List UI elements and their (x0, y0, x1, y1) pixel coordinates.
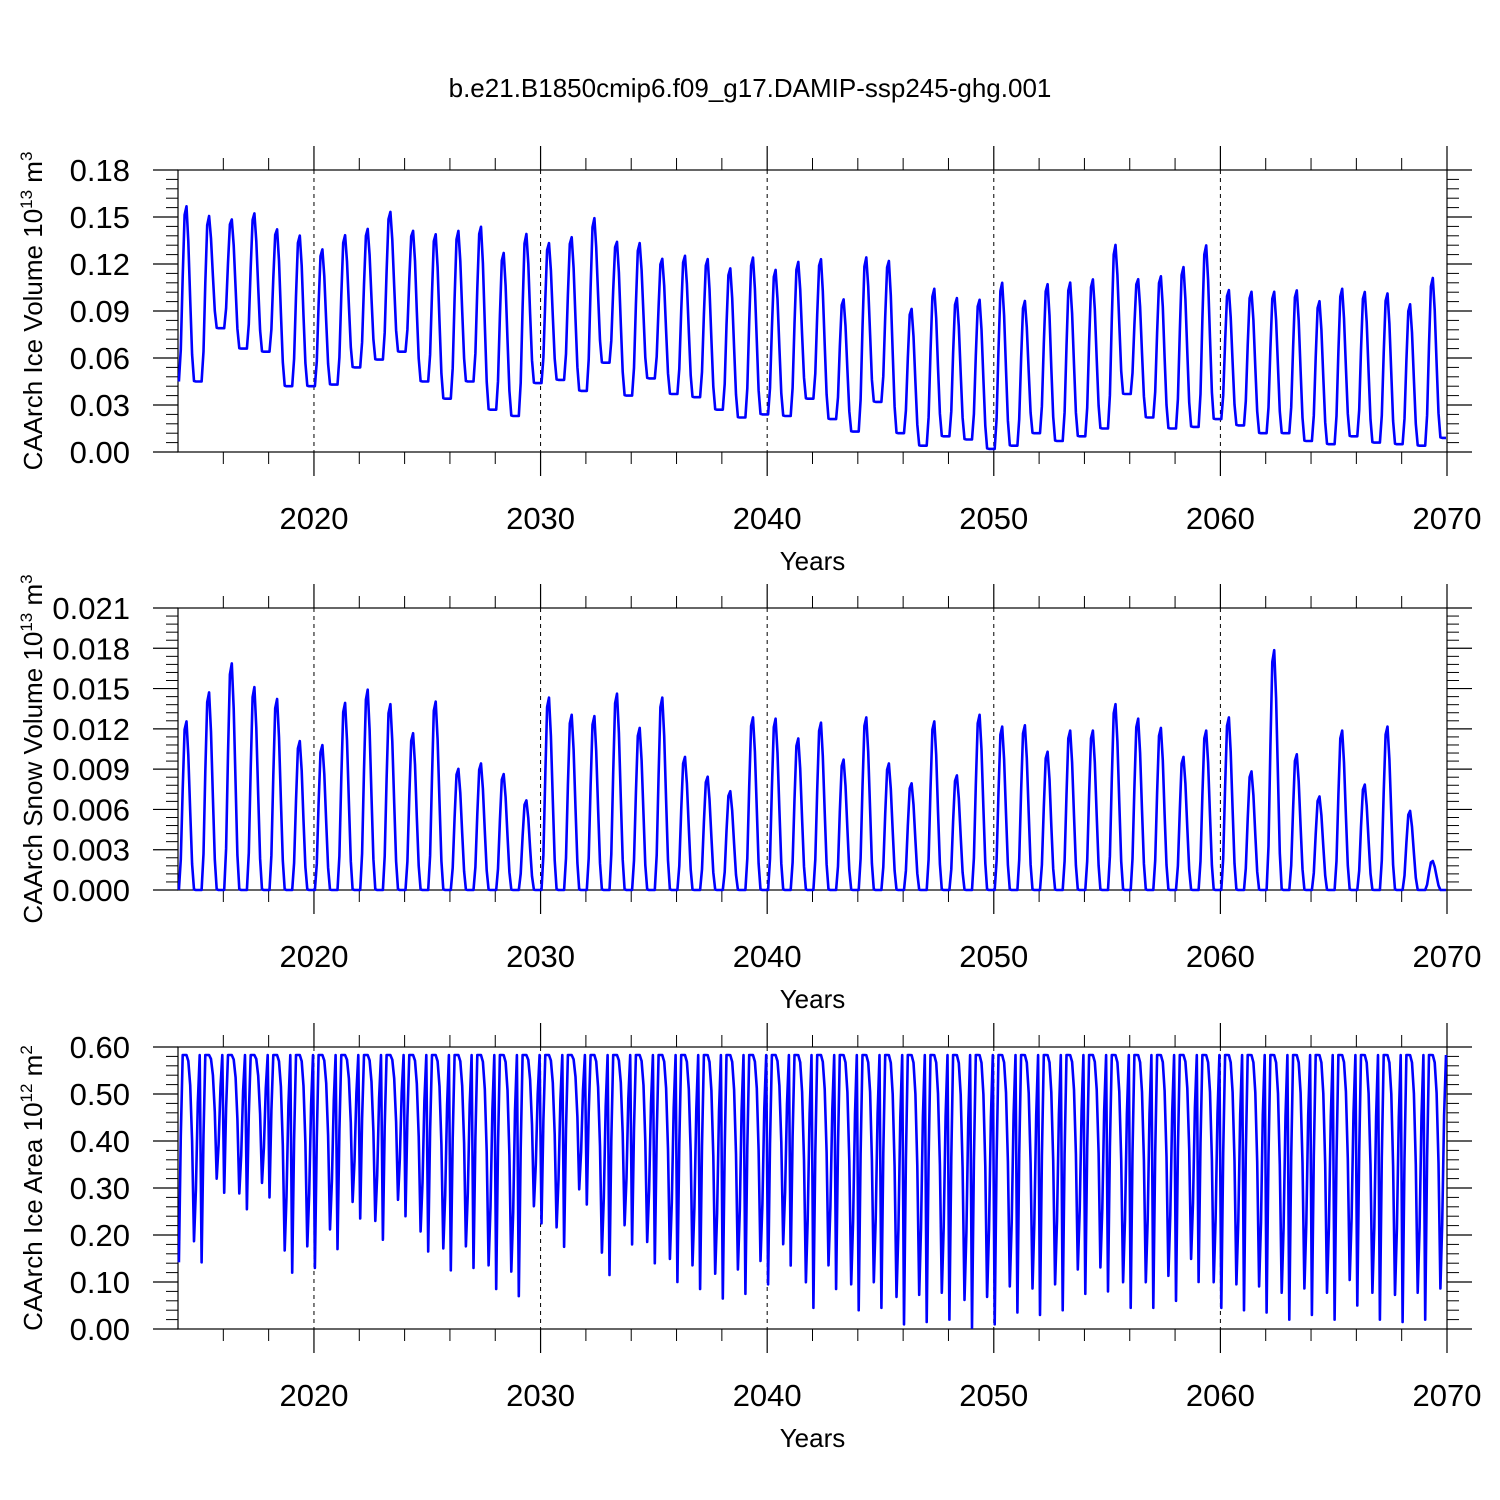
y-tick-label: 0.15 (70, 200, 130, 235)
y-tick-label: 0.60 (70, 1030, 130, 1065)
series-line (177, 205, 1446, 451)
y-tick-label: 0.18 (70, 153, 130, 188)
y-tick-label: 0.000 (52, 873, 130, 908)
x-tick-label: 2040 (733, 501, 802, 536)
x-tick-label: 2020 (279, 1378, 348, 1413)
y-tick-label: 0.021 (52, 591, 130, 626)
snow-volume-panel: 2020 2030 2040 2050 2060 2070 0.000 0.003 0.006 0… (17, 574, 1481, 1014)
y-tick-label: 0.06 (70, 341, 130, 376)
x-tick-label: 2050 (959, 939, 1028, 974)
y-tick-label: 0.12 (70, 247, 130, 282)
y-tick-label: 0.012 (52, 712, 130, 747)
y-tick-label: 0.00 (70, 1312, 130, 1347)
series-line (177, 648, 1446, 892)
y-tick-label: 0.50 (70, 1077, 130, 1112)
x-tick-label: 2030 (506, 501, 575, 536)
x-tick-label: 2030 (506, 939, 575, 974)
y-tick-label: 0.009 (52, 752, 130, 787)
y-tick-label: 0.20 (70, 1218, 130, 1253)
x-axis-title: Years (780, 984, 846, 1014)
x-tick-label: 2030 (506, 1378, 575, 1413)
series-line (177, 1053, 1448, 1329)
y-tick-label: 0.10 (70, 1265, 130, 1300)
ice-volume-panel: 2020 2030 2040 2050 2060 2070 0.00 0.03 0.06 0.09… (17, 146, 1481, 576)
x-tick-label: 2040 (733, 1378, 802, 1413)
x-tick-label: 2070 (1413, 501, 1482, 536)
y-tick-label: 0.00 (70, 435, 130, 470)
x-tick-label: 2040 (733, 939, 802, 974)
x-tick-label: 2070 (1413, 1378, 1482, 1413)
y-tick-label: 0.018 (52, 631, 130, 666)
y-tick-label: 0.30 (70, 1171, 130, 1206)
x-tick-label: 2060 (1186, 501, 1255, 536)
y-tick-label: 0.40 (70, 1124, 130, 1159)
y-axis-title: CAArch Ice Volume 1013 m3 (17, 152, 48, 471)
x-tick-label: 2020 (279, 501, 348, 536)
x-axis-title: Years (780, 546, 846, 576)
y-tick-label: 0.03 (70, 388, 130, 423)
y-axis-title: CAArch Ice Area 1012 m2 (17, 1045, 48, 1331)
x-tick-label: 2050 (959, 1378, 1028, 1413)
y-tick-label: 0.09 (70, 294, 130, 329)
x-tick-label: 2060 (1186, 939, 1255, 974)
y-tick-label: 0.015 (52, 672, 130, 707)
y-tick-label: 0.006 (52, 792, 130, 827)
y-axis-title: CAArch Snow Volume 1013 m3 (17, 574, 48, 923)
figure-title: b.e21.B1850cmip6.f09_g17.DAMIP-ssp245-gh… (449, 73, 1052, 103)
ice-area-panel: 2020 2030 2040 2050 2060 2070 0.00 0.10 0.20 0.30… (17, 1023, 1481, 1453)
x-axis-title: Years (780, 1423, 846, 1453)
x-tick-label: 2060 (1186, 1378, 1255, 1413)
x-tick-label: 2070 (1413, 939, 1482, 974)
y-tick-label: 0.003 (52, 833, 130, 868)
x-tick-label: 2020 (279, 939, 348, 974)
x-tick-label: 2050 (959, 501, 1028, 536)
